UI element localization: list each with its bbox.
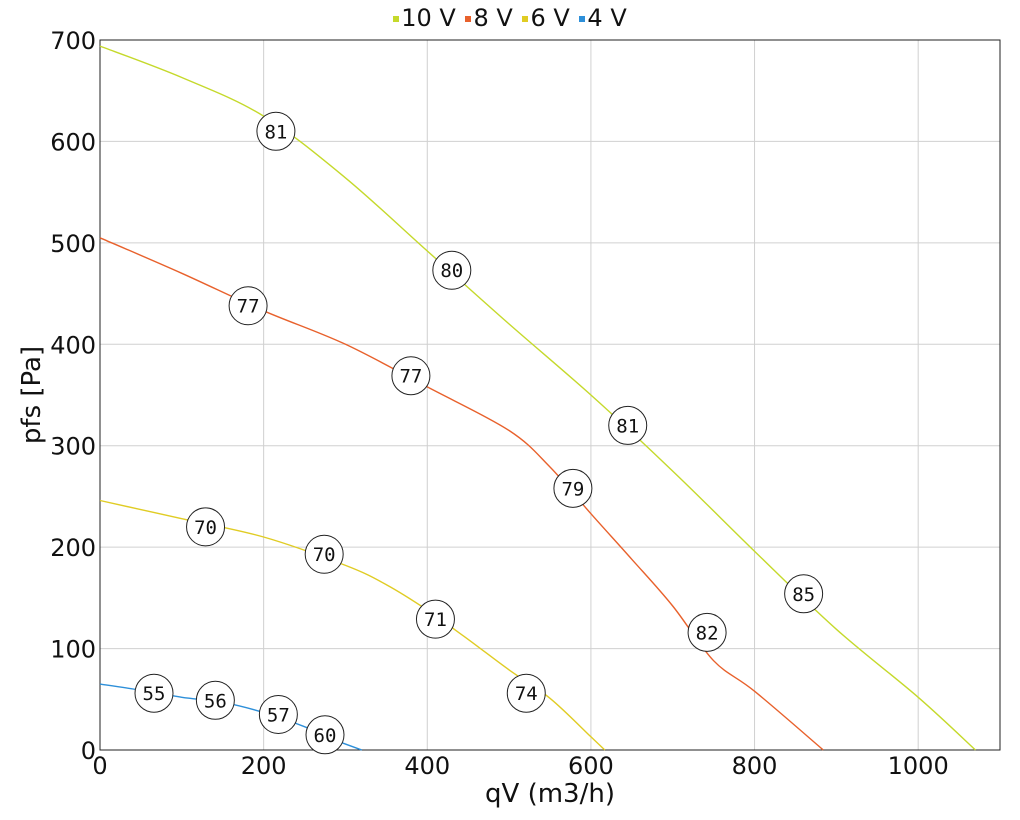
series-lines — [99, 45, 976, 751]
point-label-text: 82 — [696, 622, 719, 644]
legend-swatch-8v — [465, 16, 472, 22]
y-tick-label: 400 — [50, 331, 96, 359]
point-label-text: 56 — [204, 690, 227, 712]
point-label-circle — [608, 405, 648, 445]
legend-item-6v[interactable]: 6 V — [522, 4, 570, 32]
point-label-text: 85 — [792, 584, 815, 606]
point-label-text: 70 — [313, 544, 336, 566]
point-label-text: 57 — [267, 705, 290, 727]
point-label-circle — [415, 599, 455, 639]
point-label-circle — [506, 673, 546, 713]
point-label-text: 71 — [424, 609, 447, 631]
point-label-circle — [305, 715, 345, 755]
legend-label-6v: 6 V — [530, 4, 570, 32]
point-label-circle — [134, 673, 174, 713]
point-label-text: 77 — [399, 366, 422, 388]
point-label-circle — [553, 468, 593, 508]
grid — [99, 39, 1000, 751]
legend-swatch-6v — [522, 16, 529, 22]
y-tick-label: 500 — [50, 230, 96, 258]
legend-label-8v: 8 V — [473, 4, 513, 32]
x-tick-label: 400 — [404, 752, 450, 780]
point-label-text: 79 — [561, 478, 584, 500]
point-label-circle — [195, 680, 235, 720]
point-label-text: 74 — [515, 683, 538, 705]
axis-ticks: 0 200 400 600 800 1000 0 100 200 300 400 500 600 700 — [50, 27, 949, 780]
legend-label-10v: 10 V — [401, 4, 456, 32]
x-tick-label: 800 — [732, 752, 778, 780]
series-line-6v — [99, 499, 606, 751]
x-tick-label: 600 — [568, 752, 614, 780]
y-tick-label: 200 — [50, 534, 96, 562]
series-line-8v — [99, 237, 824, 751]
legend-swatch-4v — [579, 16, 586, 22]
point-label-text: 70 — [194, 517, 217, 539]
x-axis-title: qV (m3/h) — [485, 779, 615, 809]
legend-item-8v[interactable]: 8 V — [465, 4, 513, 32]
x-tick-label: 0 — [92, 752, 107, 780]
x-tick-label: 200 — [241, 752, 287, 780]
series-labels: 81 80 81 85 77 77 79 82 70 70 71 74 55 56 57 60 — [134, 111, 824, 755]
point-label-circle — [258, 695, 298, 734]
legend: 10 V 8 V 6 V 4 V — [0, 4, 1020, 32]
x-tick-label: 1000 — [888, 752, 949, 780]
plot-frame — [99, 39, 1001, 751]
point-label-text: 81 — [264, 121, 287, 143]
point-label-text: 60 — [314, 725, 337, 747]
point-label-circle — [687, 612, 727, 652]
y-tick-label: 700 — [50, 27, 96, 55]
legend-item-4v[interactable]: 4 V — [579, 4, 627, 32]
legend-label-4v: 4 V — [587, 4, 627, 32]
legend-item-10v[interactable]: 10 V — [393, 4, 456, 32]
point-label-circle — [256, 111, 296, 151]
point-label-text: 80 — [440, 260, 463, 282]
point-label-circle — [228, 286, 268, 326]
point-label-text: 55 — [143, 683, 166, 705]
y-tick-label: 0 — [81, 737, 96, 765]
y-tick-label: 100 — [50, 636, 96, 664]
y-tick-label: 600 — [50, 128, 96, 156]
y-tick-label: 300 — [50, 433, 96, 461]
series-line-10v — [99, 45, 976, 751]
point-label-circle — [186, 507, 226, 547]
point-label-circle — [391, 356, 431, 396]
legend-swatch-10v — [393, 16, 400, 22]
point-label-circle — [432, 250, 472, 290]
point-label-circle — [784, 574, 824, 614]
point-label-text: 81 — [616, 415, 639, 437]
point-label-text: 77 — [237, 296, 260, 318]
point-label-circle — [304, 534, 344, 574]
y-axis-title: pfs [Pa] — [17, 346, 47, 444]
